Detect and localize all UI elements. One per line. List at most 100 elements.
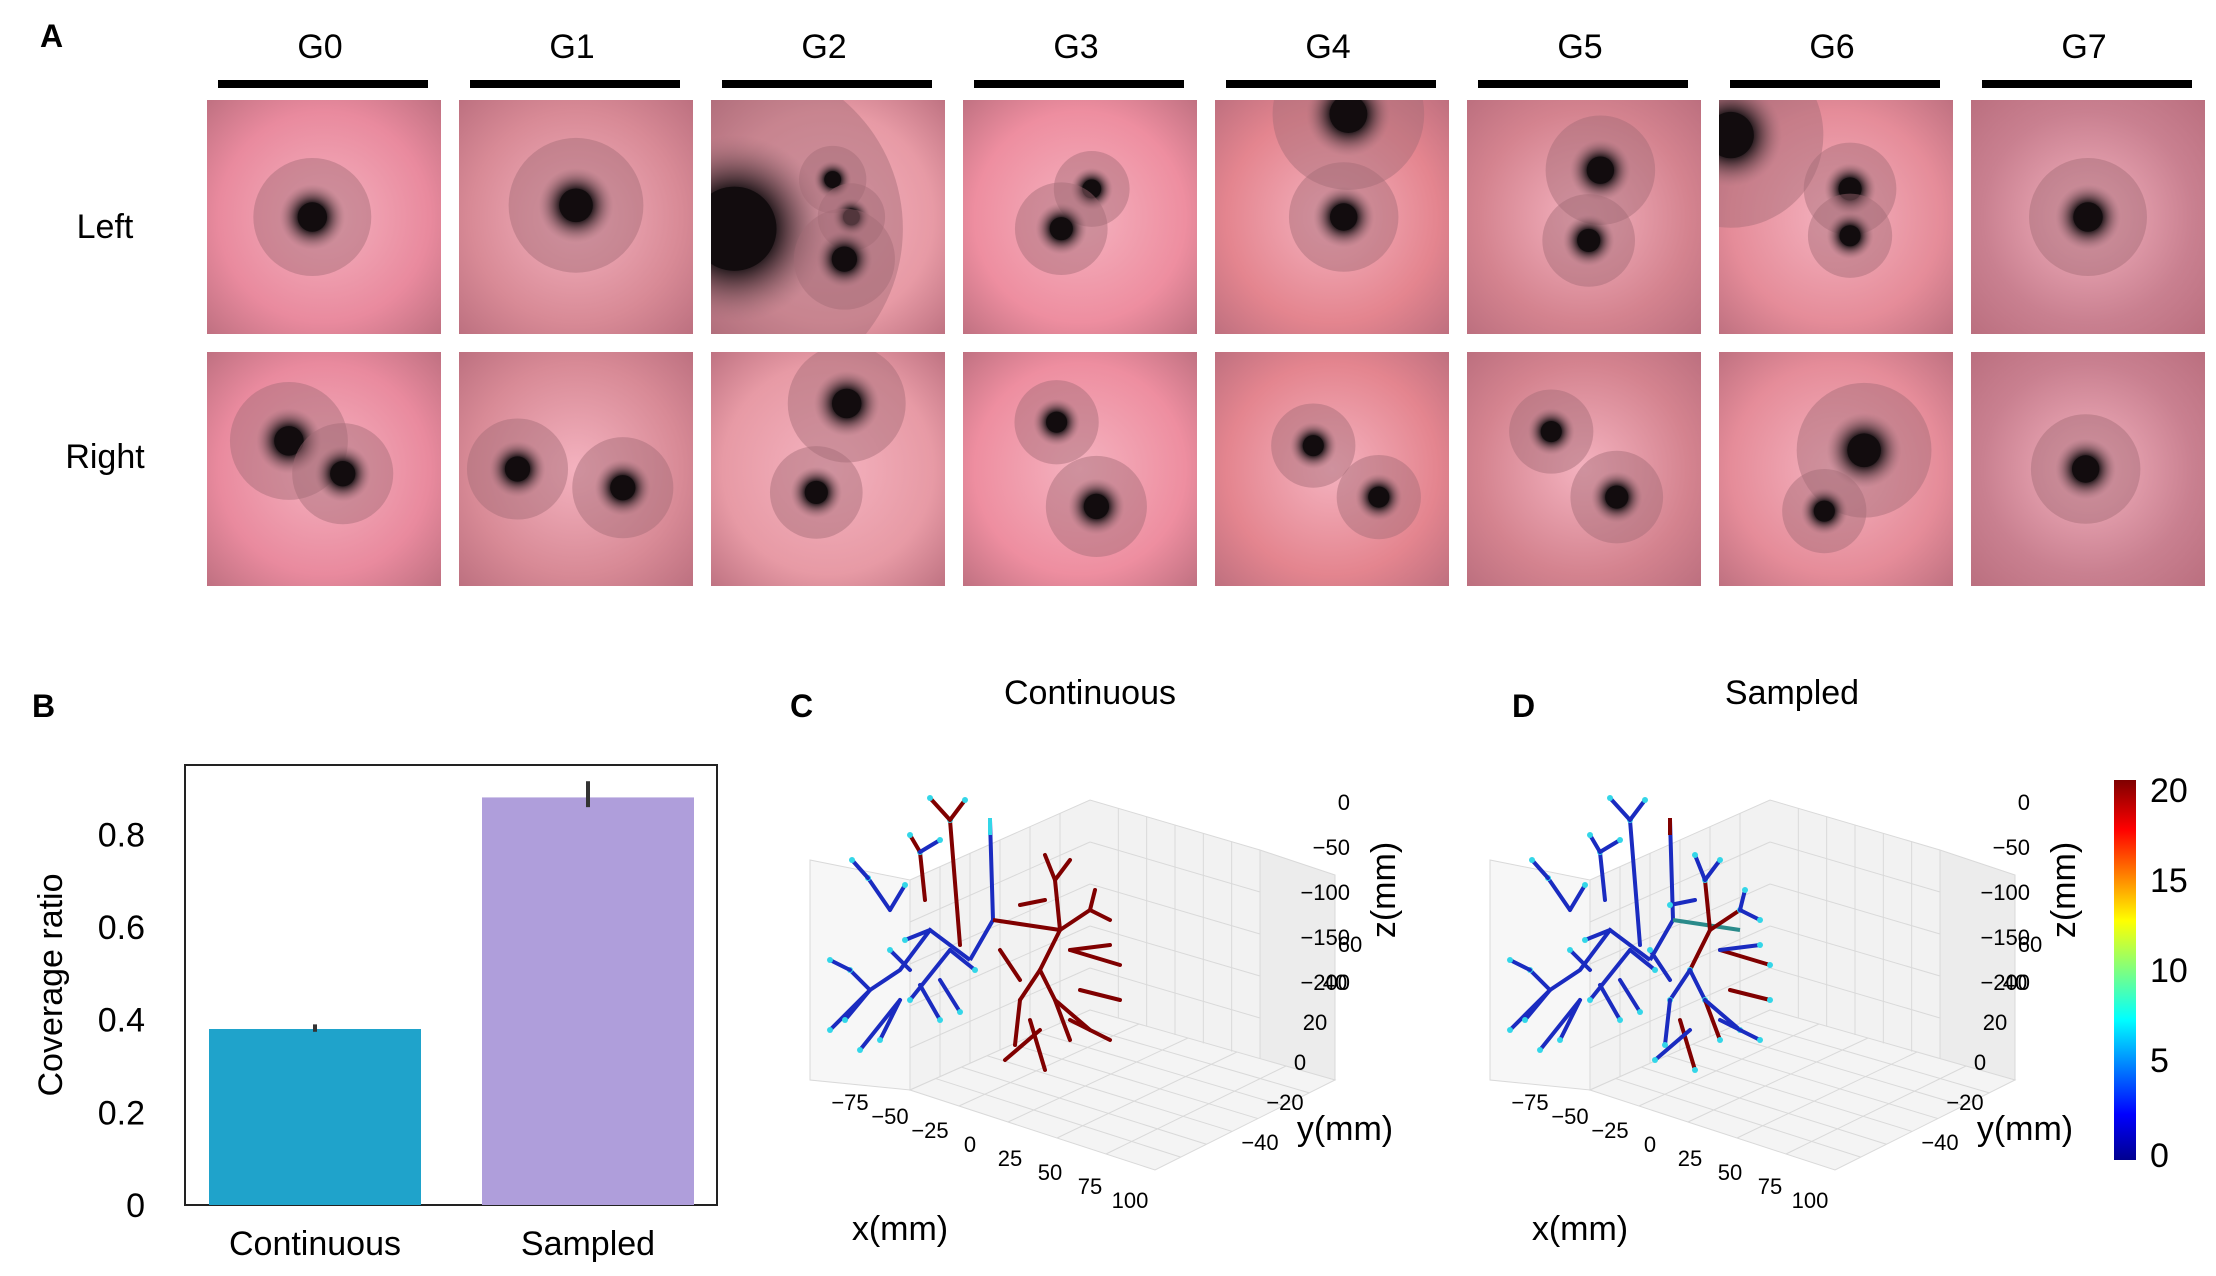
branch-segment [1546, 876, 1572, 912]
generation-label: G3 [1053, 28, 1099, 66]
airway-tree [1507, 795, 1773, 1073]
branch-tip [1717, 857, 1723, 863]
branch-segment [1718, 943, 1762, 952]
airway-image-tile [1719, 352, 1953, 586]
branch-tip [849, 857, 855, 863]
y-tick-label: 0.6 [98, 909, 145, 947]
branch-tip [1582, 937, 1588, 943]
branch-tip [887, 947, 893, 953]
x-tick-label: −25 [1591, 1118, 1628, 1143]
branch-segment [1588, 833, 1602, 854]
branch-segment [1628, 818, 1642, 947]
y-axis-label: y(mm) [1297, 1110, 1393, 1148]
branch-segment [1618, 978, 1642, 1014]
branch-segment [1088, 908, 1112, 922]
plot-title-sampled: Sampled [1724, 674, 1860, 712]
branch-tip [1582, 882, 1588, 888]
branch-segment [918, 838, 942, 854]
colorbar-tick-label: 15 [2150, 862, 2188, 900]
y-tick-label: 0.8 [98, 816, 145, 854]
x-tick-label: 25 [998, 1146, 1022, 1171]
branch-segment [1693, 853, 1707, 882]
y-tick-label: 0 [126, 1187, 145, 1225]
branch-segment [1068, 1018, 1112, 1042]
colorbar-tick-label: 0 [2150, 1137, 2169, 1175]
z-tick-label: 0 [2018, 790, 2030, 815]
x-axis-label: x(mm) [852, 1210, 948, 1248]
branch-segment [928, 796, 952, 822]
x-tick-label: −75 [1511, 1090, 1548, 1115]
generation-bar [1982, 80, 2192, 88]
z-tick-label: −50 [1993, 835, 2030, 860]
branch-tip [1757, 917, 1763, 923]
branch-tip [857, 1047, 863, 1053]
branch-segment [1028, 1018, 1047, 1072]
branch-segment [1688, 928, 1712, 972]
branch-tip [1652, 967, 1658, 973]
branch-tip [1642, 797, 1648, 803]
branch-segment [1628, 798, 1647, 822]
y-tick-label: 60 [2018, 932, 2042, 957]
z-tick-label: −100 [1980, 880, 2030, 905]
error-colorbar: 20 15 10 5 0 [2114, 772, 2188, 1175]
branch-segment [1018, 898, 1047, 907]
airway-image-tile [459, 100, 693, 334]
branch-segment [1043, 853, 1057, 882]
branch-segment [1018, 968, 1042, 1002]
branch-segment [1728, 988, 1772, 1002]
generation-label: G2 [801, 28, 847, 66]
branch-tip [902, 937, 908, 943]
branch-tip [1522, 1017, 1528, 1023]
branch-tip [1587, 997, 1593, 1003]
x-tick-label: 50 [1718, 1160, 1742, 1185]
branch-segment [1003, 1028, 1042, 1062]
branch-tip [1767, 997, 1773, 1003]
airway-tree-plot-continuous: 0−50−100−150−200z(mm)−40−200204060y(mm)−… [809, 790, 1403, 1248]
branch-segment [1588, 948, 1632, 1002]
branch-tip [1692, 1067, 1698, 1073]
branch-tip [962, 797, 968, 803]
branch-tip [972, 967, 978, 973]
branch-segment [1598, 983, 1622, 1022]
plot-frame [184, 764, 718, 1206]
branch-tip [1637, 1009, 1643, 1015]
branch-segment [1648, 948, 1672, 982]
y-tick-label: 60 [1338, 932, 1362, 957]
branch-segment [1058, 908, 1092, 932]
bar-continuous [209, 1029, 421, 1205]
airway-image-tile [207, 352, 441, 586]
branch-segment [866, 876, 892, 912]
branch-segment [938, 978, 962, 1014]
branch-segment [1568, 948, 1592, 972]
branch-segment [1568, 883, 1587, 912]
generation-label: G6 [1809, 28, 1855, 66]
branch-tip [1757, 942, 1763, 948]
branch-segment [918, 850, 927, 902]
branch-segment [1718, 1018, 1762, 1042]
branch-segment [888, 948, 912, 972]
branch-segment [1628, 948, 1657, 972]
branch-segment [1538, 998, 1582, 1052]
branch-tip [1757, 1037, 1763, 1043]
x-tick-label: Sampled [521, 1225, 655, 1263]
y-tick-label: −40 [1241, 1130, 1278, 1155]
z-tick-label: −100 [1300, 880, 1350, 905]
z-tick-label: 0 [1338, 790, 1350, 815]
generation-label: G4 [1305, 28, 1351, 66]
airway-image-tile [459, 352, 693, 586]
x-tick-label: −50 [1551, 1104, 1588, 1129]
branch-tip [927, 795, 933, 801]
airway-image-tile [1971, 100, 2205, 334]
panel-label-d: D [1512, 688, 1536, 724]
y-axis-label: Coverage ratio [32, 873, 70, 1096]
branch-segment [1530, 858, 1550, 880]
y-tick-label: 0 [1974, 1050, 1986, 1075]
y-tick-label: 40 [1323, 970, 1347, 995]
branch-segment [1583, 928, 1612, 942]
generation-label: G7 [2061, 28, 2107, 66]
branch-segment [1708, 908, 1742, 932]
branch-segment [903, 928, 932, 942]
airway-image-tile [711, 100, 945, 334]
colorbar-tick-label: 10 [2150, 952, 2188, 990]
x-tick-label: 75 [1078, 1174, 1102, 1199]
